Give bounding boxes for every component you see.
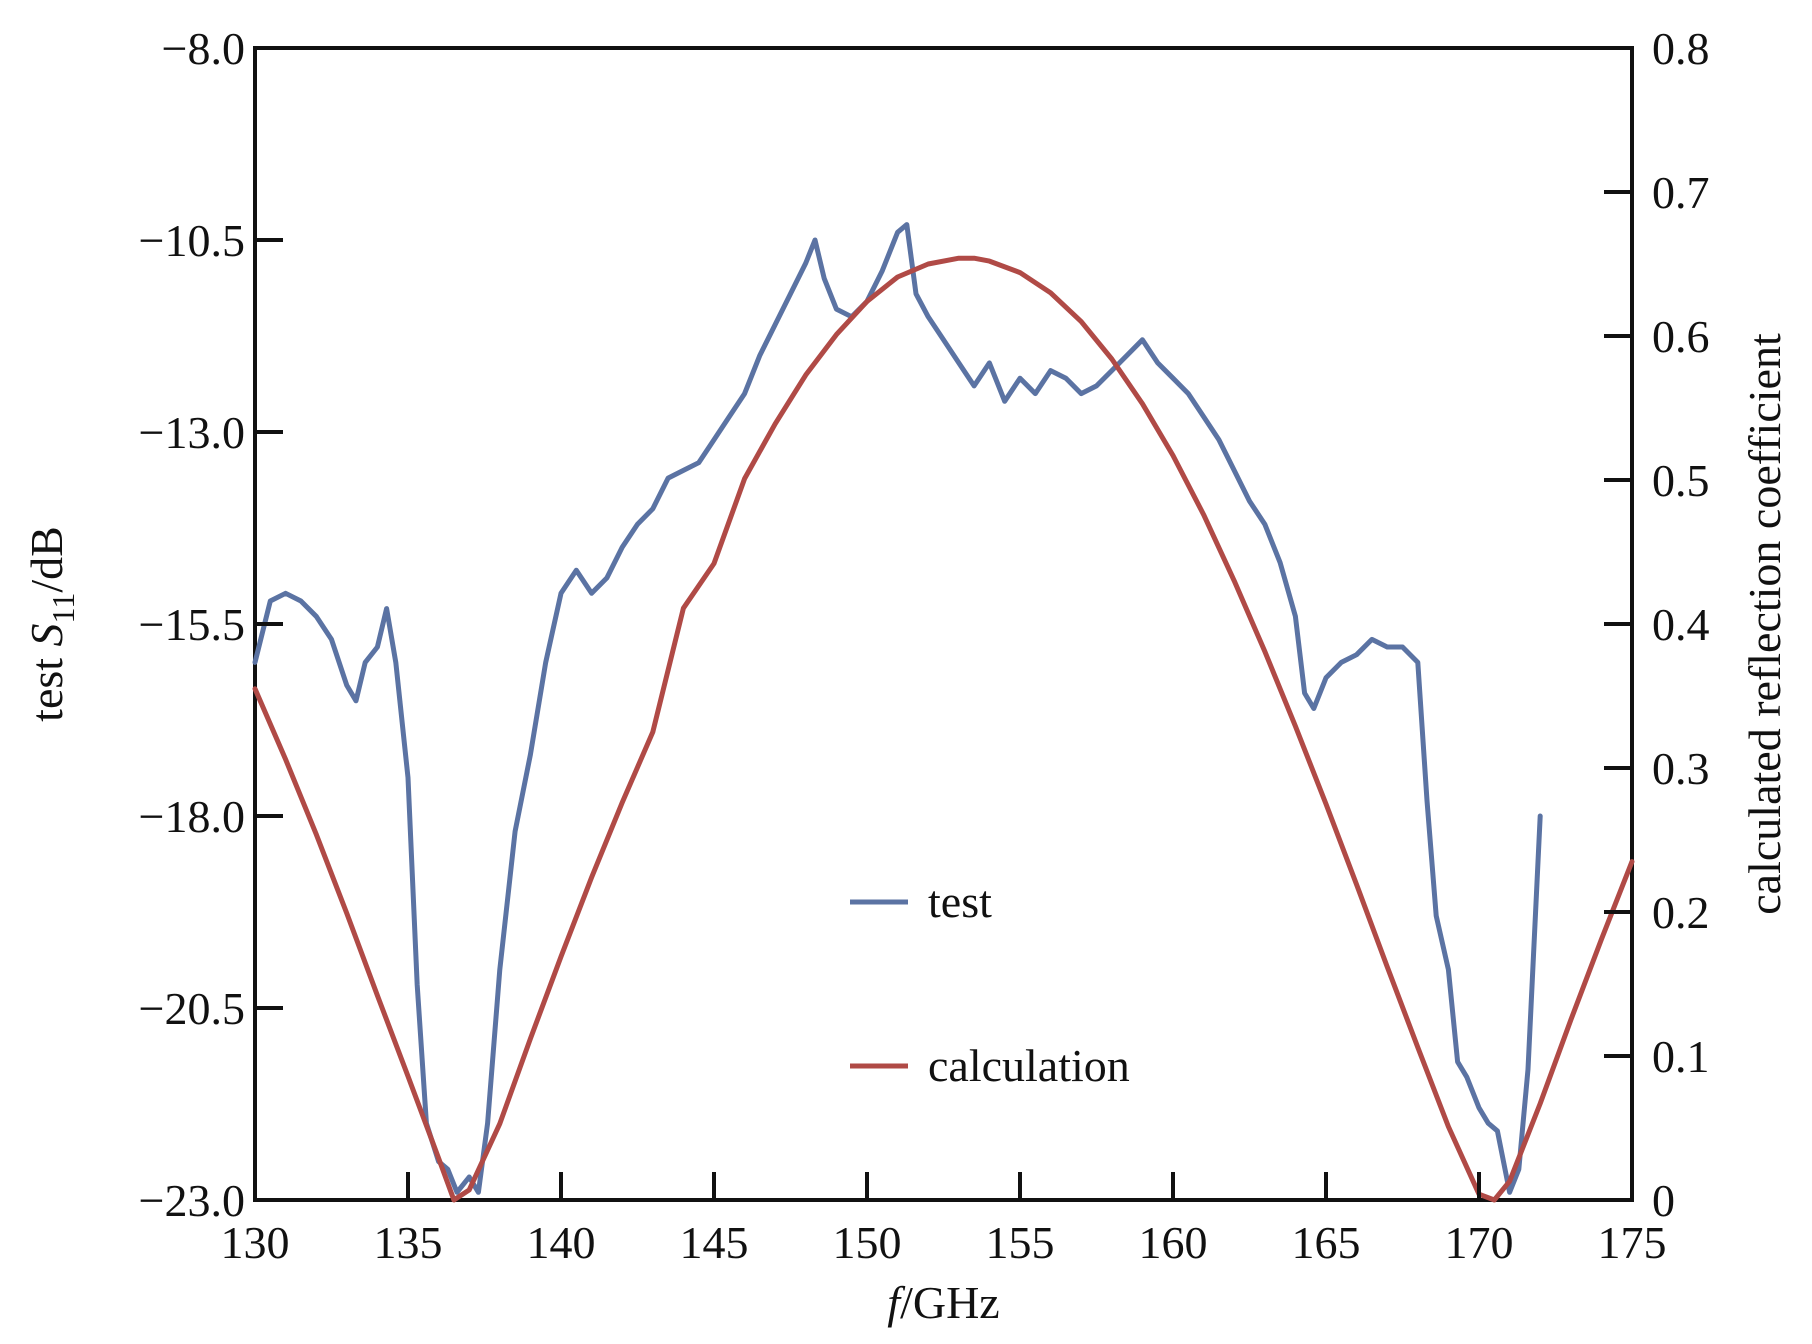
plot-border xyxy=(253,46,1634,1202)
x-tick-label: 165 xyxy=(1292,1217,1361,1268)
x-tick-label: 175 xyxy=(1598,1217,1667,1268)
y-right-tick-label: 0.4 xyxy=(1652,599,1710,650)
legend-label-test: test xyxy=(928,876,992,927)
y-left-title-prefix: test xyxy=(21,646,72,721)
y-left-title-symbol: S xyxy=(21,623,72,646)
y-left-tick-label: −23.0 xyxy=(139,1175,245,1226)
x-tick-label: 130 xyxy=(221,1217,290,1268)
y-right-tick-label: 0.1 xyxy=(1652,1031,1710,1082)
y-left-title-subscript: 11 xyxy=(45,593,81,624)
x-tick-label: 170 xyxy=(1445,1217,1514,1268)
y-left-tick-label: −8.0 xyxy=(162,23,245,74)
x-tick-label: 155 xyxy=(986,1217,1055,1268)
series-line-test xyxy=(252,222,1543,1195)
plot-frame xyxy=(253,46,1634,1202)
y-right-tick-label: 0.3 xyxy=(1652,743,1710,794)
legend: test calculation xyxy=(850,876,1130,1091)
y-right-tick-label: 0 xyxy=(1652,1175,1675,1226)
x-axis-title-unit: /GHz xyxy=(900,1277,1000,1328)
y-right-tick-label: 0.6 xyxy=(1652,311,1710,362)
y-left-tick-label: −20.5 xyxy=(139,983,245,1034)
x-tick-label: 160 xyxy=(1139,1217,1208,1268)
y-left-tick-label: −15.5 xyxy=(139,599,245,650)
y-right-tick-label: 0.8 xyxy=(1652,23,1710,74)
series-line-calculation xyxy=(252,255,1635,1203)
ticks-layer: 130 135 140 145 150 155 160 165 170 175 −8.0 −10.5 −… xyxy=(139,23,1710,1268)
x-tick-label: 140 xyxy=(527,1217,596,1268)
x-tick-label: 150 xyxy=(833,1217,902,1268)
y-left-tick-label: −18.0 xyxy=(139,791,245,842)
y-left-axis-title: test S11/dB xyxy=(21,526,81,722)
y-right-tick-label: 0.5 xyxy=(1652,455,1710,506)
series-layer xyxy=(252,222,1635,1203)
y-right-tick-label: 0.2 xyxy=(1652,887,1710,938)
legend-label-calculation: calculation xyxy=(928,1040,1130,1091)
y-right-axis-title: calculated reflection coefficient xyxy=(1739,333,1790,915)
x-tick-label: 135 xyxy=(374,1217,443,1268)
x-axis-title: f/GHz xyxy=(887,1277,999,1328)
y-right-tick-label: 0.7 xyxy=(1652,167,1710,218)
y-left-tick-label: −10.5 xyxy=(139,215,245,266)
y-left-title-suffix: /dB xyxy=(21,526,72,592)
x-tick-label: 145 xyxy=(680,1217,749,1268)
y-left-tick-label: −13.0 xyxy=(139,407,245,458)
